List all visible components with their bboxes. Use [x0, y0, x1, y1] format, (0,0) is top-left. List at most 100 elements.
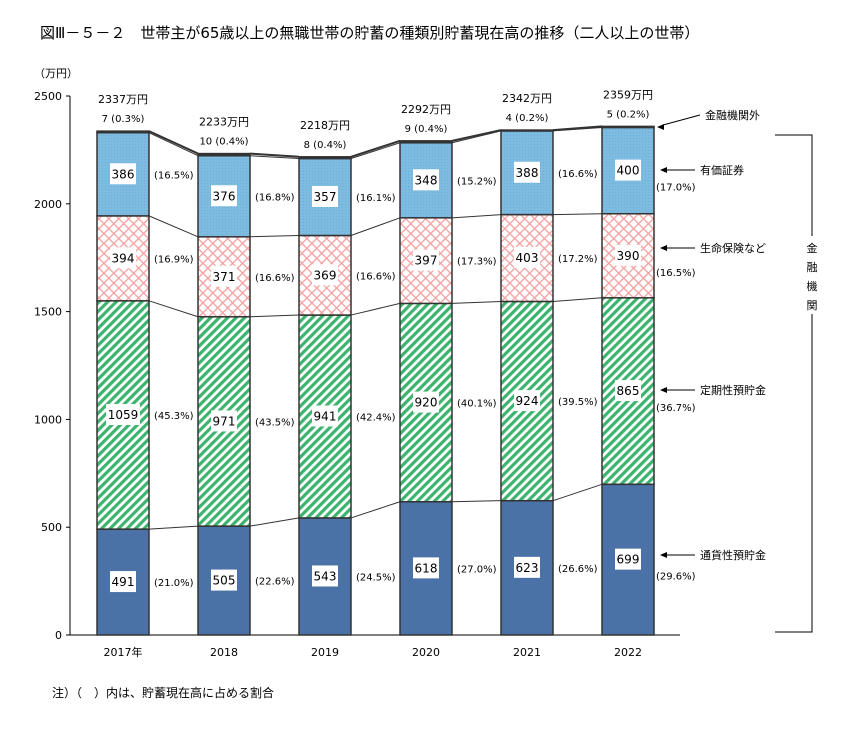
value-label: 371 — [213, 270, 236, 284]
value-label-box — [211, 265, 237, 287]
value-label: 505 — [213, 574, 236, 588]
connector-line — [451, 214, 502, 219]
value-label: 400 — [617, 164, 640, 178]
bar-segment — [96, 130, 150, 134]
connector-line — [552, 125, 603, 132]
other-label: 9 (0.4%) — [405, 124, 448, 135]
value-label: 369 — [314, 268, 337, 282]
y-tick-label: 1000 — [34, 413, 62, 426]
share-label: (16.6%) — [558, 169, 598, 180]
value-label: 357 — [314, 190, 337, 204]
total-label: 2359万円 — [603, 88, 653, 101]
connector-line — [350, 139, 401, 158]
arrowhead-icon — [657, 124, 664, 130]
value-label-box — [615, 244, 641, 266]
share-label: (16.6%) — [356, 271, 396, 282]
other-label: 10 (0.4%) — [199, 137, 248, 148]
legend-label: 有価証券 — [700, 163, 744, 177]
value-label-box — [312, 186, 338, 208]
x-tick-label: 2022 — [614, 646, 642, 659]
arrowhead-icon — [660, 167, 667, 173]
legend-label: 通貨性預貯金 — [700, 548, 766, 562]
value-label: 1059 — [108, 408, 139, 422]
share-label: (27.0%) — [457, 564, 497, 575]
value-label-box — [211, 569, 237, 591]
chart-title: 図Ⅲ－５－２ 世帯主が65歳以上の無職世帯の貯蓄の種類別貯蓄現在高の推移（二人以… — [40, 24, 699, 42]
connector-line — [249, 517, 300, 527]
value-label-box — [413, 169, 439, 191]
connector-line — [552, 213, 603, 216]
value-label: 388 — [516, 166, 539, 180]
share-label: (16.1%) — [356, 193, 396, 204]
value-label: 941 — [314, 409, 337, 423]
connector-line — [249, 314, 300, 318]
value-label: 348 — [415, 173, 438, 187]
value-label-box — [312, 405, 338, 427]
bar-segment — [399, 217, 453, 305]
share-label: (45.3%) — [154, 411, 194, 422]
total-label: 2292万円 — [401, 103, 451, 116]
legend-label: 定期性預貯金 — [700, 383, 766, 397]
y-tick-label: 500 — [41, 521, 62, 534]
x-tick-label: 2019 — [311, 646, 339, 659]
connector-line — [451, 129, 502, 142]
value-label-box — [514, 390, 540, 412]
share-label: (39.5%) — [558, 397, 598, 408]
bar-segment — [197, 152, 251, 157]
other-label: 8 (0.4%) — [304, 140, 347, 151]
share-label: (36.7%) — [656, 403, 696, 414]
connector-line — [350, 217, 401, 236]
value-label: 491 — [112, 575, 135, 589]
bar-segment — [601, 125, 655, 129]
value-label: 376 — [213, 189, 236, 203]
connector-line — [350, 142, 401, 160]
legend-label: 生命保険など — [700, 241, 766, 255]
connector-line — [249, 234, 300, 238]
connector-line — [552, 483, 603, 502]
value-label: 403 — [516, 251, 539, 265]
value-label-box — [312, 264, 338, 286]
share-label: (16.6%) — [255, 273, 295, 284]
share-label: (17.2%) — [558, 254, 598, 265]
value-label: 390 — [617, 249, 640, 263]
x-tick-label: 2021 — [513, 646, 541, 659]
connector-line — [249, 152, 300, 158]
connector-line — [148, 300, 199, 318]
value-label: 920 — [415, 396, 438, 410]
share-label: (16.5%) — [154, 170, 194, 181]
value-label-box — [110, 571, 136, 593]
share-label: (29.6%) — [656, 572, 696, 583]
other-label: 7 (0.3%) — [102, 114, 145, 125]
arrowhead-icon — [660, 552, 667, 558]
share-label: (22.6%) — [255, 577, 295, 588]
value-label-box — [514, 556, 540, 578]
bar-segment — [500, 129, 554, 132]
value-label: 394 — [112, 251, 135, 265]
value-label-box — [110, 163, 136, 185]
connector-line — [350, 302, 401, 316]
y-tick-label: 2000 — [34, 198, 62, 211]
other-label: 4 (0.2%) — [506, 113, 549, 124]
share-label: (24.5%) — [356, 572, 396, 583]
y-axis-label: （万円） — [34, 67, 78, 80]
value-label-box — [413, 249, 439, 271]
bracket-label-bg — [804, 236, 820, 314]
share-label: (16.5%) — [656, 268, 696, 279]
share-label: (42.4%) — [356, 412, 396, 423]
value-label-box — [106, 403, 140, 425]
value-label: 699 — [617, 553, 640, 567]
x-tick-label: 2020 — [412, 646, 440, 659]
total-label: 2233万円 — [199, 116, 249, 129]
value-label-box — [211, 185, 237, 207]
y-tick-label: 1500 — [34, 306, 62, 319]
bracket-label-char: 金 — [807, 241, 818, 255]
bracket — [775, 134, 813, 633]
value-label: 618 — [415, 561, 438, 575]
connector-line — [148, 525, 199, 530]
connector-line — [552, 297, 603, 302]
y-tick-label: 2500 — [34, 90, 62, 103]
share-label: (21.0%) — [154, 578, 194, 589]
share-label: (16.8%) — [255, 192, 295, 203]
value-label-box — [211, 410, 237, 432]
value-label-box — [615, 548, 641, 570]
